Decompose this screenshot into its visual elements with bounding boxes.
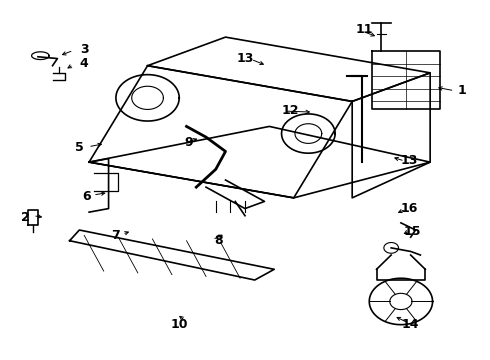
Text: 2: 2 <box>22 211 30 224</box>
Text: 3: 3 <box>80 43 89 56</box>
Text: 14: 14 <box>402 318 419 331</box>
Text: 7: 7 <box>112 229 120 242</box>
Text: 15: 15 <box>403 225 421 238</box>
Text: 11: 11 <box>356 23 373 36</box>
Text: 1: 1 <box>458 84 466 97</box>
Text: 16: 16 <box>401 202 418 215</box>
Text: 10: 10 <box>171 318 188 331</box>
Text: 8: 8 <box>214 234 222 247</box>
Text: 4: 4 <box>80 57 89 71</box>
Text: 6: 6 <box>82 190 91 203</box>
Text: 13: 13 <box>236 52 254 65</box>
Text: 5: 5 <box>75 141 84 154</box>
Text: 13: 13 <box>401 154 418 167</box>
Text: 9: 9 <box>185 136 193 149</box>
Text: 12: 12 <box>282 104 299 117</box>
